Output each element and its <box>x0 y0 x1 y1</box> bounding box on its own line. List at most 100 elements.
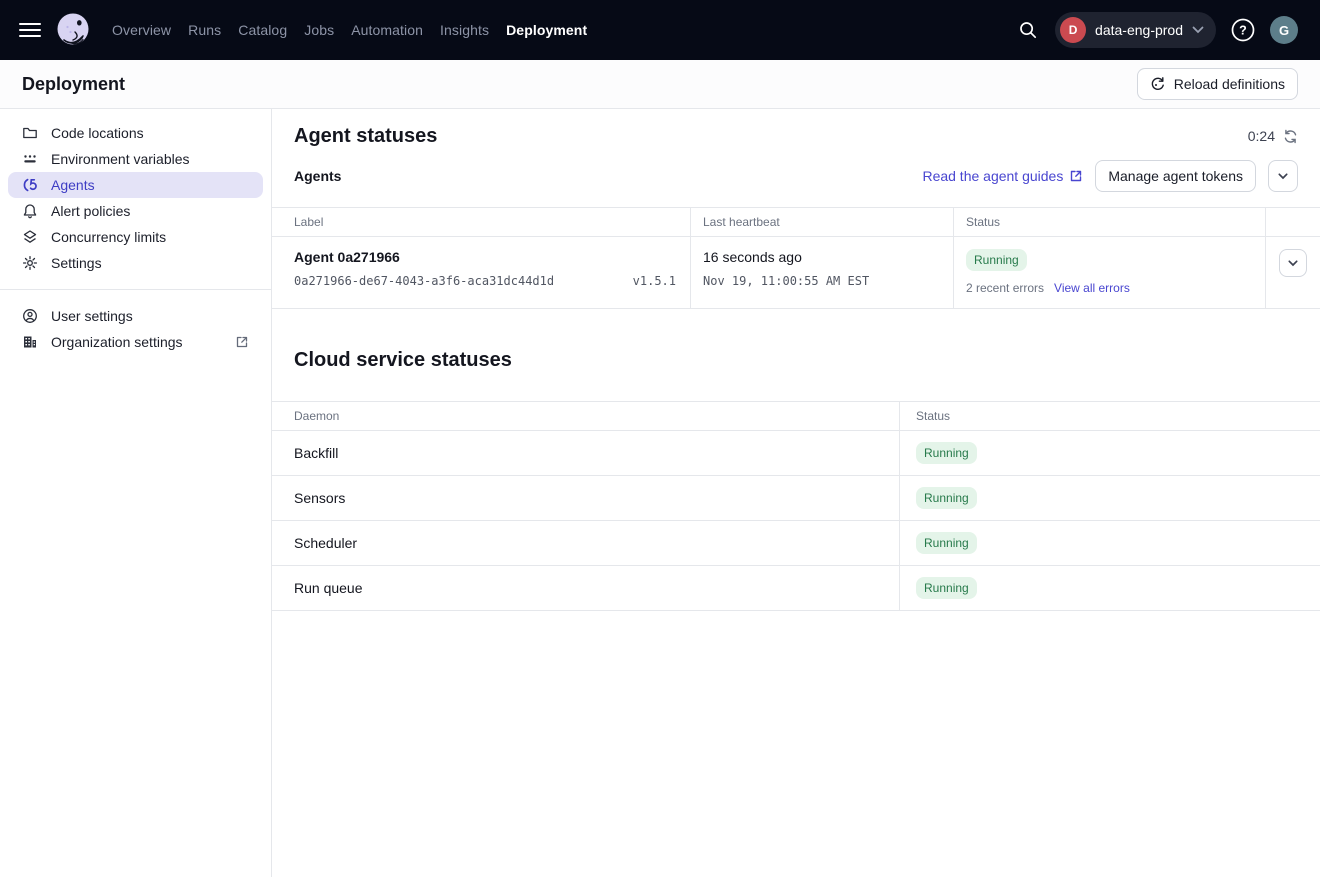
user-icon <box>22 308 38 324</box>
nav-insights[interactable]: Insights <box>440 22 489 38</box>
manage-agent-tokens-label: Manage agent tokens <box>1108 168 1243 184</box>
agents-more-actions-button[interactable] <box>1268 160 1298 192</box>
nav-automation[interactable]: Automation <box>351 22 423 38</box>
refresh-icon[interactable] <box>1283 129 1298 144</box>
refresh-countdown: 0:24 <box>1248 128 1275 144</box>
help-icon[interactable]: ? <box>1230 17 1256 43</box>
sidebar-item-user-settings[interactable]: User settings <box>8 303 263 329</box>
sidebar-item-environment-variables[interactable]: Environment variables <box>8 146 263 172</box>
agent-version: v1.5.1 <box>633 274 676 288</box>
agent-statuses-title: Agent statuses <box>294 122 437 150</box>
deployment-switcher[interactable]: D data-eng-prod <box>1055 12 1216 48</box>
cloud-services-table: Daemon Status Backfill Running Sensors R… <box>272 401 1320 611</box>
agent-label-cell: Agent 0a271966 0a271966-de67-4043-a3f6-a… <box>272 237 691 308</box>
cloud-service-statuses-title: Cloud service statuses <box>272 346 1320 374</box>
external-link-icon <box>1069 169 1083 183</box>
reload-definitions-label: Reload definitions <box>1174 76 1285 92</box>
sidebar-item-organization-settings[interactable]: Organization settings <box>8 329 263 355</box>
column-header-last-heartbeat: Last heartbeat <box>691 208 954 236</box>
top-nav-right: D data-eng-prod ? G <box>1015 12 1298 48</box>
heartbeat-timestamp: Nov 19, 11:00:55 AM EST <box>703 274 953 288</box>
status-badge: Running <box>966 249 1027 271</box>
sidebar-item-label: Code locations <box>51 125 144 141</box>
manage-agent-tokens-button[interactable]: Manage agent tokens <box>1095 160 1256 192</box>
column-header-daemon: Daemon <box>272 402 900 430</box>
agent-expand-button[interactable] <box>1279 249 1307 277</box>
sidebar-item-code-locations[interactable]: Code locations <box>8 120 263 146</box>
deployment-badge: D <box>1060 17 1086 43</box>
view-all-errors-link[interactable]: View all errors <box>1054 281 1130 295</box>
sidebar-item-label: Concurrency limits <box>51 229 166 245</box>
agent-row: Agent 0a271966 0a271966-de67-4043-a3f6-a… <box>272 237 1320 309</box>
sidebar-item-label: Alert policies <box>51 203 130 219</box>
daemon-name: Backfill <box>272 431 900 475</box>
agent-icon <box>22 177 38 193</box>
nav-runs[interactable]: Runs <box>188 22 221 38</box>
table-row: Scheduler Running <box>272 521 1320 566</box>
chevron-down-icon <box>1192 26 1204 34</box>
agent-heartbeat-cell: 16 seconds ago Nov 19, 11:00:55 AM EST <box>691 237 954 308</box>
nav-deployment[interactable]: Deployment <box>506 22 587 38</box>
cloud-table-header: Daemon Status <box>272 402 1320 431</box>
agent-name: Agent 0a271966 <box>294 249 690 265</box>
recent-errors-count: 2 recent errors <box>966 281 1044 295</box>
page-header: Deployment Reload definitions <box>0 60 1320 109</box>
dagster-app: Overview Runs Catalog Jobs Automation In… <box>0 0 1320 877</box>
main-panel: Agent statuses 0:24 Agents Read the agen… <box>272 109 1320 877</box>
agent-status-cell: Running 2 recent errors View all errors <box>954 237 1266 308</box>
content: Code locations Environment variables Age… <box>0 109 1320 877</box>
table-row: Backfill Running <box>272 431 1320 476</box>
sidebar-item-settings[interactable]: Settings <box>8 250 263 276</box>
building-icon <box>22 334 38 350</box>
sidebar-item-label: Agents <box>51 177 95 193</box>
chevron-down-icon <box>1278 173 1288 180</box>
agents-controls-row: Agents Read the agent guides Manage agen… <box>272 160 1320 192</box>
sidebar-item-alert-policies[interactable]: Alert policies <box>8 198 263 224</box>
daemon-status-cell: Running <box>900 566 1320 610</box>
page-title: Deployment <box>22 74 125 95</box>
sidebar-item-concurrency-limits[interactable]: Concurrency limits <box>8 224 263 250</box>
agents-subheading: Agents <box>294 168 341 184</box>
deployment-sidebar: Code locations Environment variables Age… <box>0 109 272 877</box>
sidebar-item-label: Settings <box>51 255 102 271</box>
external-link-icon <box>235 335 249 349</box>
search-icon[interactable] <box>1015 17 1041 43</box>
agent-expand-cell <box>1266 237 1320 308</box>
nav-catalog[interactable]: Catalog <box>238 22 287 38</box>
dagster-logo[interactable] <box>54 11 92 49</box>
reload-definitions-button[interactable]: Reload definitions <box>1137 68 1298 100</box>
nav-overview[interactable]: Overview <box>112 22 171 38</box>
daemon-status-cell: Running <box>900 431 1320 475</box>
agent-guides-link[interactable]: Read the agent guides <box>922 168 1083 184</box>
agents-table: Label Last heartbeat Status Agent 0a2719… <box>272 207 1320 309</box>
daemon-name: Scheduler <box>272 521 900 565</box>
bell-icon <box>22 203 38 219</box>
sidebar-item-label: Environment variables <box>51 151 190 167</box>
agent-id: 0a271966-de67-4043-a3f6-aca31dc44d1d <box>294 274 554 288</box>
table-row: Sensors Running <box>272 476 1320 521</box>
column-header-expand <box>1266 208 1320 236</box>
table-row: Run queue Running <box>272 566 1320 611</box>
status-badge: Running <box>916 442 977 464</box>
heartbeat-relative: 16 seconds ago <box>703 249 953 265</box>
menu-icon[interactable] <box>18 18 42 42</box>
column-header-status: Status <box>954 208 1266 236</box>
status-badge: Running <box>916 532 977 554</box>
sidebar-item-agents[interactable]: Agents <box>8 172 263 198</box>
daemon-name: Run queue <box>272 566 900 610</box>
status-badge: Running <box>916 577 977 599</box>
agent-guides-link-label: Read the agent guides <box>922 168 1063 184</box>
status-badge: Running <box>916 487 977 509</box>
reload-icon <box>1150 76 1166 92</box>
daemon-status-cell: Running <box>900 521 1320 565</box>
user-avatar[interactable]: G <box>1270 16 1298 44</box>
svg-text:?: ? <box>1239 24 1247 38</box>
daemon-name: Sensors <box>272 476 900 520</box>
sidebar-divider <box>0 289 271 290</box>
top-nav: Overview Runs Catalog Jobs Automation In… <box>0 0 1320 60</box>
layers-icon <box>22 229 38 245</box>
column-header-label: Label <box>272 208 691 236</box>
daemon-status-cell: Running <box>900 476 1320 520</box>
nav-jobs[interactable]: Jobs <box>304 22 334 38</box>
sidebar-item-label: User settings <box>51 308 133 324</box>
